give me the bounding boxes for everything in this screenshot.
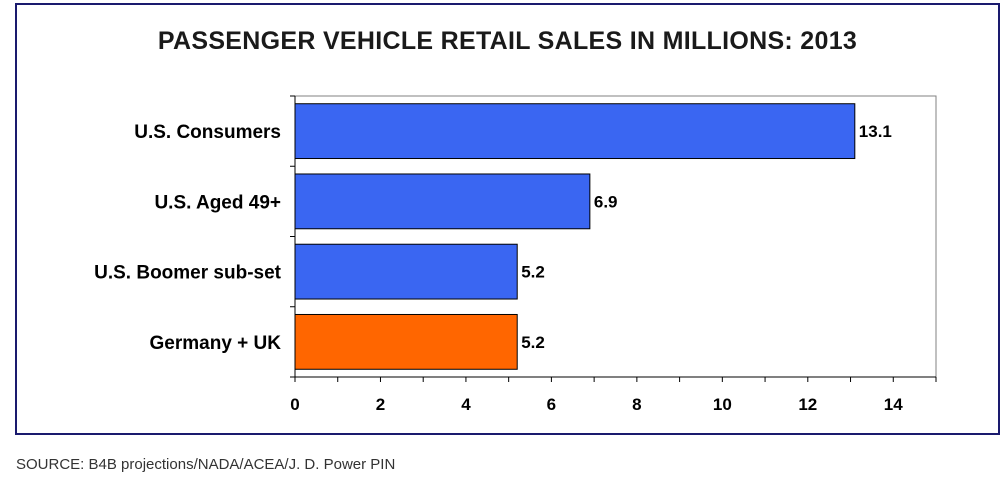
x-tick-label: 12	[798, 395, 817, 414]
chart-title: PASSENGER VEHICLE RETAIL SALES IN MILLIO…	[157, 27, 858, 55]
data-label: 5.2	[521, 263, 545, 282]
data-label: 6.9	[594, 192, 618, 211]
category-label: U.S. Boomer sub-set	[94, 263, 282, 284]
bars	[294, 103, 856, 370]
bar	[294, 313, 518, 370]
category-label: Germany + UK	[150, 333, 282, 354]
data-label: 5.2	[521, 333, 545, 352]
x-tick-label: 10	[713, 395, 732, 414]
x-tick-label: 14	[884, 395, 903, 414]
category-label: U.S. Aged 49+	[154, 192, 281, 213]
bar	[294, 103, 856, 160]
x-tick-label: 4	[461, 395, 471, 414]
labels: 0 2 4 6 8 10 12 14 U.S. Consumers 13.1 U.S. Aged 4…	[94, 122, 903, 414]
data-label: 13.1	[859, 122, 892, 141]
x-tick-label: 0	[290, 395, 299, 414]
x-tick-label: 6	[547, 395, 556, 414]
x-tick-label: 8	[632, 395, 641, 414]
category-label: U.S. Consumers	[134, 122, 281, 143]
bar	[294, 243, 518, 300]
source-note: SOURCE: B4B projections/NADA/ACEA/J. D. …	[16, 456, 396, 473]
bar	[294, 173, 591, 230]
x-tick-label: 2	[376, 395, 385, 414]
